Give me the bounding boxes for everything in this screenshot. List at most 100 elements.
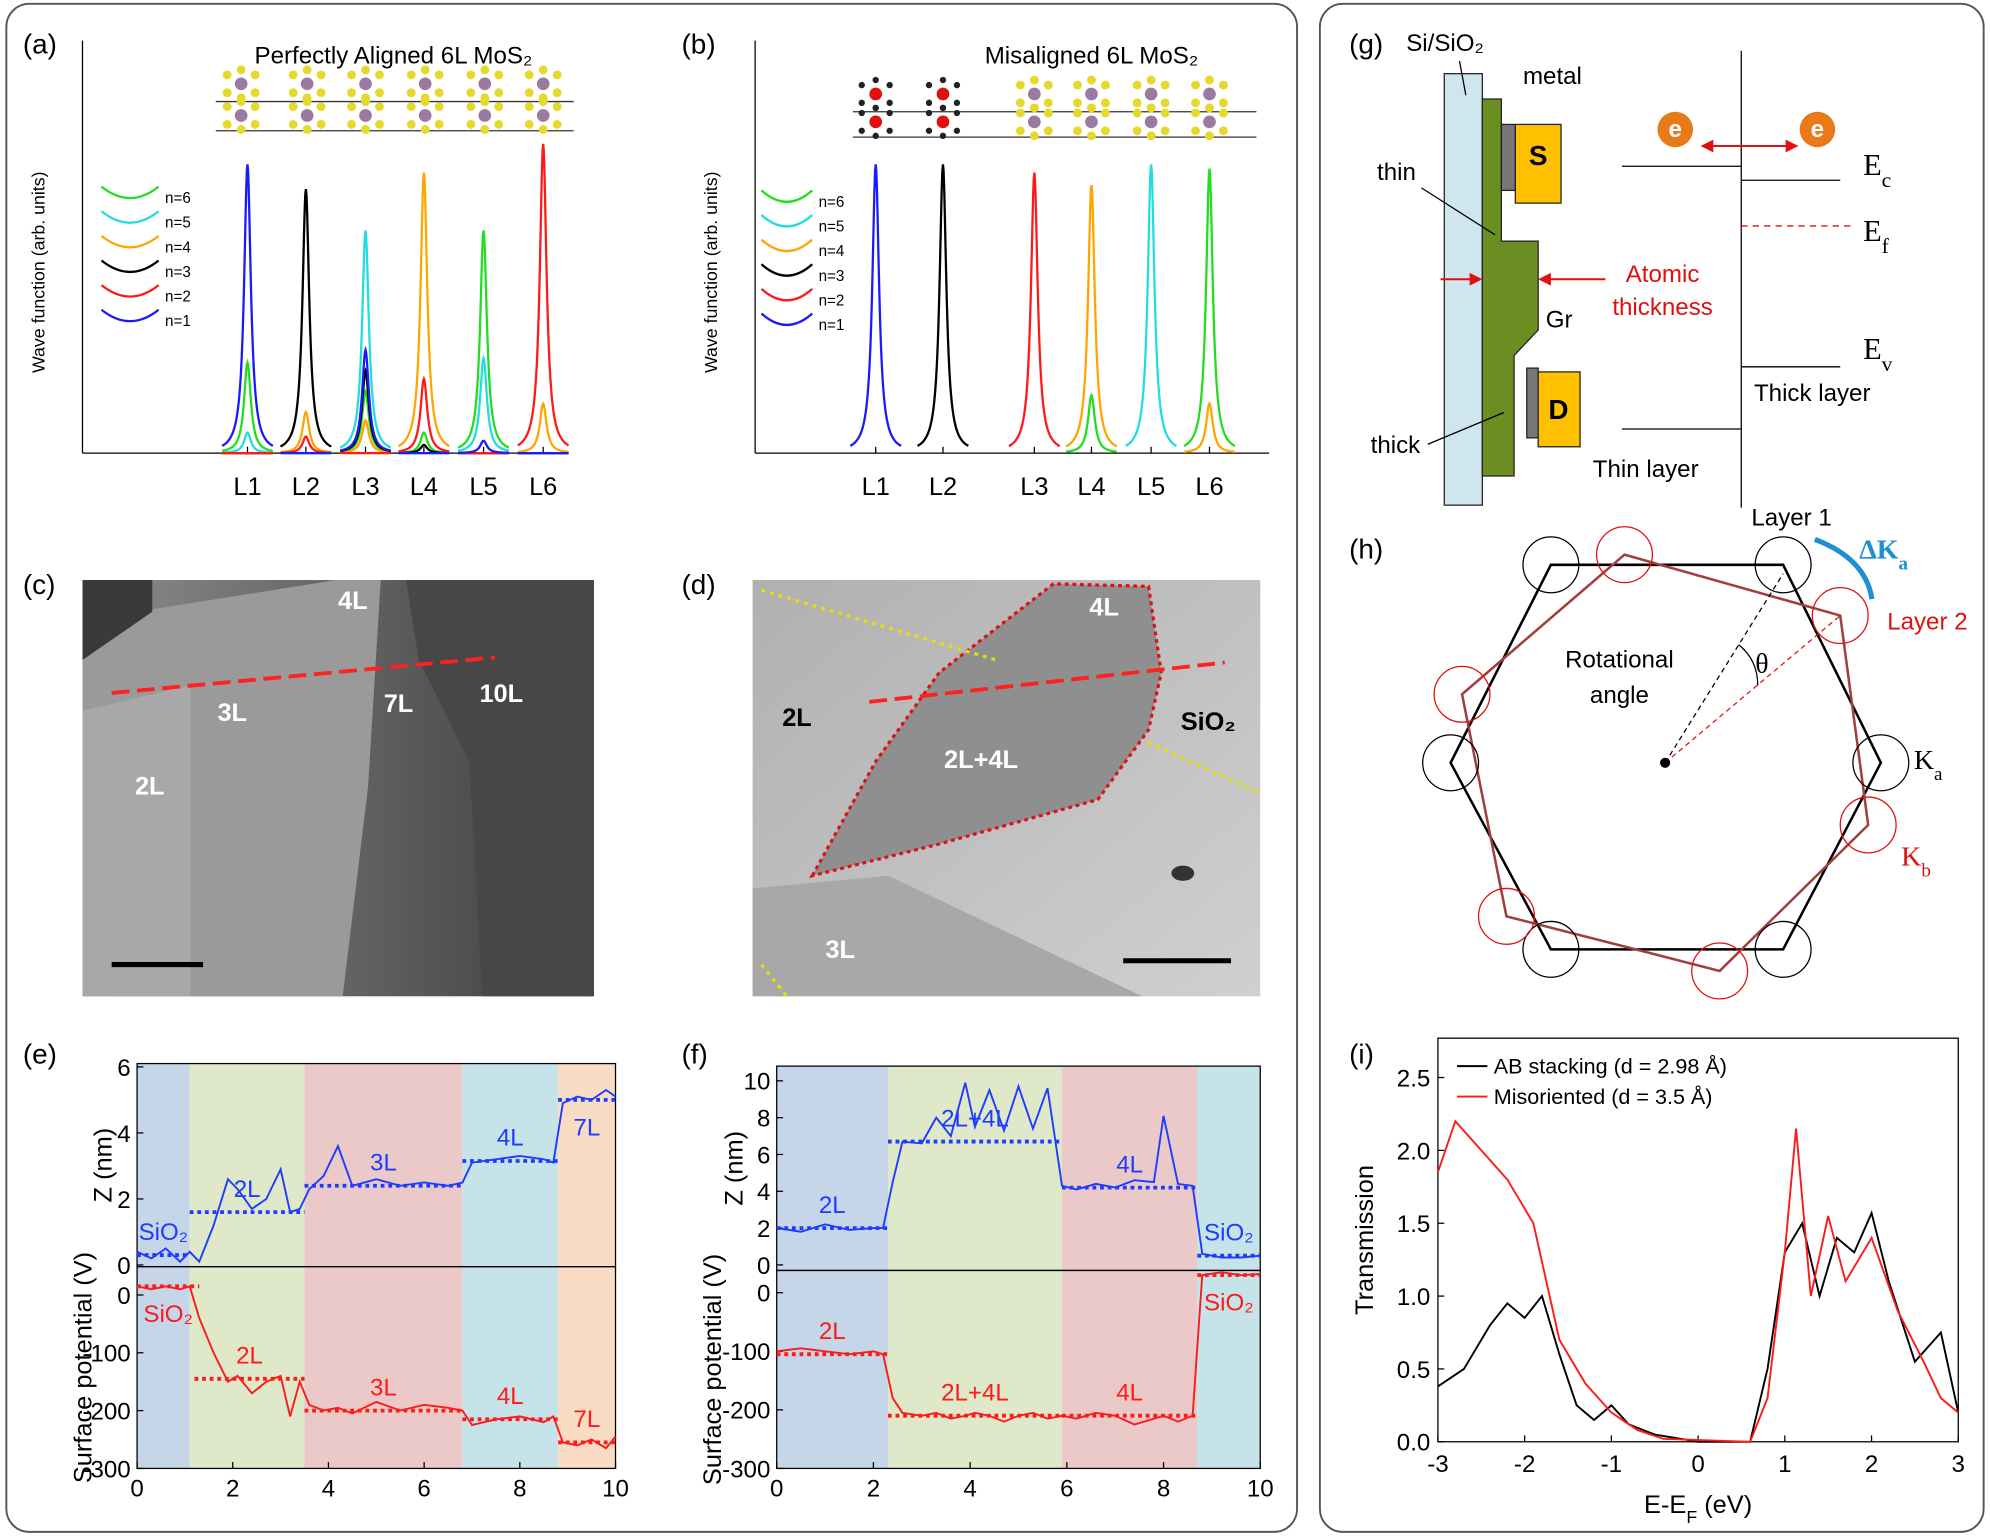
atom [316,102,326,112]
level-label: SiO₂ [139,1219,189,1246]
legend-label: n=2 [819,292,845,309]
atom [1203,87,1216,101]
atom [552,70,562,80]
atom [347,102,356,112]
label: K [1914,745,1934,776]
source-electrode [1514,123,1562,204]
label: F [1686,1507,1697,1527]
level-label: 7L [573,1114,600,1141]
atom [494,119,504,129]
atom [1205,131,1214,141]
band [1061,1066,1198,1469]
y-axis-label: Wave function (arb. units) [28,171,48,373]
atom [434,88,444,98]
atom [375,102,384,112]
legend-swatch [760,263,814,277]
atom [1027,87,1041,101]
label: Ka [1914,745,1943,785]
y-tick-label: 8 [757,1106,770,1133]
y-tick-label: 1.5 [1397,1211,1431,1238]
label: e [1811,116,1824,143]
atom [953,99,961,107]
atom [1132,80,1142,90]
micrograph-c [82,580,594,997]
label: thick [1371,432,1422,459]
x-tick-label: 8 [513,1475,526,1502]
plot-frame [136,1265,617,1470]
peak [280,409,332,454]
micrograph-d [752,580,1261,998]
atom [234,109,248,122]
label: θ [1755,649,1768,680]
panel-label: (g) [1349,28,1383,59]
label: ΔKa [1859,534,1908,573]
atom [1087,131,1096,141]
radius [1664,615,1841,764]
level-label: Ef [1863,214,1890,258]
x-tick-label: -3 [1427,1451,1448,1478]
atom [302,125,312,134]
atom [1219,98,1228,108]
atom [886,127,893,134]
atom [494,102,504,112]
region [82,685,191,997]
atom [250,119,260,129]
label: metal [1523,63,1582,90]
y-tick-label: 2.0 [1397,1138,1431,1165]
atom [1100,126,1110,136]
atom [939,132,947,140]
level-label: 2L+4L [941,1379,1009,1406]
atom [418,109,432,122]
y-tick-label: 2 [117,1187,130,1214]
x-tick-label: 4 [322,1475,335,1502]
x-tick-label: L1 [233,473,261,501]
x-tick-label: -2 [1514,1451,1535,1478]
atom [1146,131,1156,141]
x-tick-label: L2 [929,473,957,501]
x-tick-label: 6 [417,1475,430,1502]
atom [236,97,246,107]
k-point [1433,665,1491,723]
x-tick-label: 0 [1691,1451,1704,1478]
atom [1073,98,1082,108]
panel-labels: (a) (b) (c) (d) (e) (f) (g) (h) (i) [23,28,1383,1069]
label: Atomic [1626,261,1700,288]
peak [1125,164,1178,447]
x-tick-label: 10 [1247,1475,1274,1502]
label: E [1863,332,1882,366]
atom [466,119,476,129]
atom [1043,126,1053,136]
x-tick-label: L5 [1137,473,1165,501]
atom [1087,103,1096,113]
atom [288,88,298,98]
atom [858,81,865,89]
peak [221,358,274,452]
legend-label: n=1 [165,313,191,330]
y-tick-label: -100 [82,1341,130,1368]
atom [361,97,370,107]
region [82,580,153,660]
atom [1015,108,1025,118]
atom [420,65,430,75]
y-tick-label: 0 [757,1253,770,1280]
label: E [1863,214,1882,248]
legend-label: n=5 [819,219,845,236]
atom [359,77,372,91]
y-axis-label: Wave function (arb. units) [701,171,721,373]
atom [1073,108,1082,118]
level-label: SiO₂ [1204,1219,1254,1246]
y-tick-label: 1.0 [1397,1284,1431,1311]
peak [457,439,510,454]
atom [1205,75,1214,85]
electron [1799,111,1836,148]
region-label: 4L [338,587,368,615]
y-tick-label: -200 [722,1398,770,1425]
radius [1664,573,1784,764]
region-label: SiO₂ [1181,708,1236,736]
atom [494,70,504,80]
y-tick-label: -200 [82,1398,130,1425]
brillouin-zone: Layer 1 ΔKa Layer 2 Rotational angle θ K… [1422,504,1968,1000]
atom [1191,108,1200,118]
angle-arc [1738,644,1759,686]
y-tick-label: 0 [117,1253,130,1280]
